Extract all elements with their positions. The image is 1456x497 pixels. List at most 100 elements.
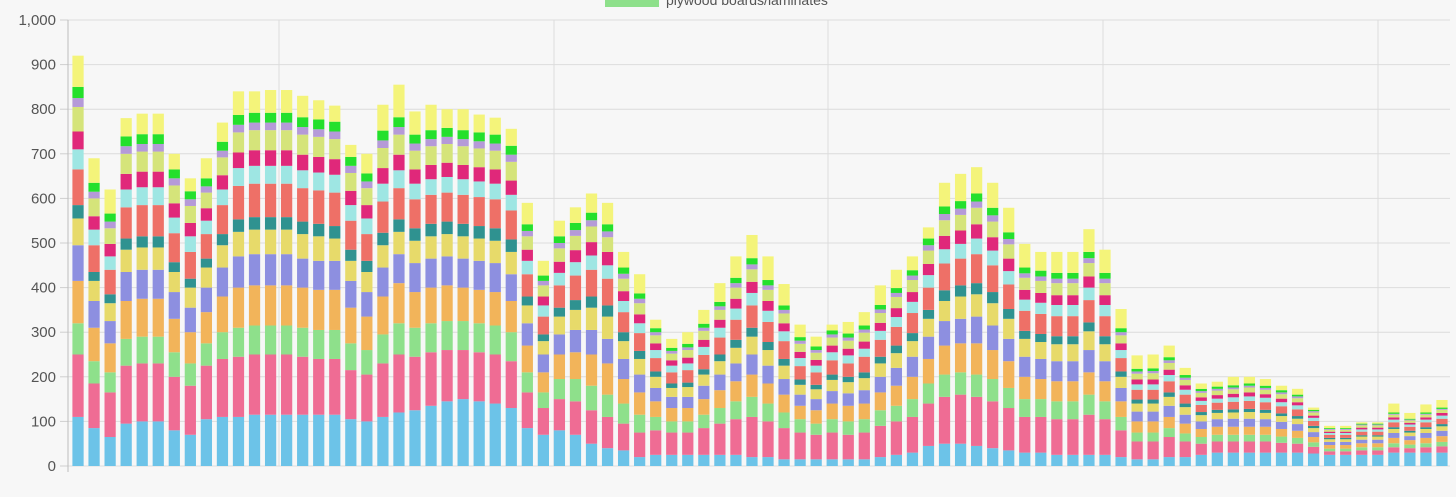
bar-stack[interactable] xyxy=(553,220,566,466)
bar-stack[interactable] xyxy=(1243,376,1256,466)
bar-stack[interactable] xyxy=(987,182,999,466)
bar-segment xyxy=(393,231,405,255)
bar-stack[interactable] xyxy=(1420,404,1432,466)
bar-stack[interactable] xyxy=(393,84,405,466)
bar-stack[interactable] xyxy=(441,109,453,466)
bar-segment xyxy=(1275,402,1288,407)
bar-stack[interactable] xyxy=(1051,251,1063,466)
bar-segment xyxy=(1259,441,1272,453)
bar-stack[interactable] xyxy=(1372,422,1384,466)
bar-stack[interactable] xyxy=(216,122,229,466)
bar-stack[interactable] xyxy=(1131,355,1143,466)
bar-stack[interactable] xyxy=(264,90,277,466)
bar-segment xyxy=(216,157,229,176)
bar-stack[interactable] xyxy=(1083,229,1095,466)
bar-stack[interactable] xyxy=(473,114,485,466)
bar-stack[interactable] xyxy=(120,118,132,466)
bar-stack[interactable] xyxy=(1324,425,1336,466)
bar-segment xyxy=(874,330,886,340)
bar-stack[interactable] xyxy=(617,251,630,466)
bar-stack[interactable] xyxy=(810,336,822,466)
bar-stack[interactable] xyxy=(457,109,469,466)
bar-stack[interactable] xyxy=(152,113,164,466)
bar-stack[interactable] xyxy=(971,167,983,466)
bar-stack[interactable] xyxy=(762,256,774,466)
bar-stack[interactable] xyxy=(232,91,245,466)
bar-stack[interactable] xyxy=(890,269,903,466)
bar-stack[interactable] xyxy=(1163,345,1175,466)
bar-stack[interactable] xyxy=(1147,354,1159,467)
bar-stack[interactable] xyxy=(858,312,870,466)
bar-stack[interactable] xyxy=(794,324,806,466)
bar-segment xyxy=(810,365,822,373)
bar-stack[interactable] xyxy=(1099,249,1111,466)
legend[interactable]: plywood boards/laminates xyxy=(605,0,828,8)
bar-stack[interactable] xyxy=(682,332,694,466)
bar-stack[interactable] xyxy=(1307,407,1320,466)
bar-stack[interactable] xyxy=(1067,251,1079,466)
bar-stack[interactable] xyxy=(650,319,662,466)
bar-stack[interactable] xyxy=(842,321,854,466)
bar-stack[interactable] xyxy=(537,260,549,466)
bar-stack[interactable] xyxy=(826,324,838,466)
bar-stack[interactable] xyxy=(874,285,886,466)
bar-stack[interactable] xyxy=(313,100,325,466)
bar-segment xyxy=(1436,409,1448,413)
bar-stack[interactable] xyxy=(1035,251,1047,466)
bar-stack[interactable] xyxy=(1388,403,1400,466)
bar-stack[interactable] xyxy=(922,227,935,466)
bar-stack[interactable] xyxy=(1436,399,1448,466)
bar-stack[interactable] xyxy=(778,284,790,466)
bar-segment xyxy=(794,351,806,359)
bar-segment xyxy=(1420,414,1432,418)
bar-stack[interactable] xyxy=(1259,379,1272,466)
bar-stack[interactable] xyxy=(938,182,951,466)
bar-stack[interactable] xyxy=(377,104,389,466)
bar-stack[interactable] xyxy=(88,158,100,466)
bar-stack[interactable] xyxy=(1179,367,1191,466)
bar-stack[interactable] xyxy=(601,202,614,466)
bar-stack[interactable] xyxy=(345,144,357,466)
bar-stack[interactable] xyxy=(1404,412,1416,466)
bar-stack[interactable] xyxy=(1291,388,1304,466)
bar-stack[interactable] xyxy=(409,111,421,466)
bar-stack[interactable] xyxy=(1003,207,1015,466)
bar-stack[interactable] xyxy=(136,113,148,466)
bar-stack[interactable] xyxy=(730,256,742,466)
bar-segment xyxy=(1372,443,1384,448)
bar-stack[interactable] xyxy=(505,128,517,466)
bar-stack[interactable] xyxy=(1019,243,1031,466)
bar-stack[interactable] xyxy=(281,90,293,466)
bar-stack[interactable] xyxy=(698,309,710,466)
bar-stack[interactable] xyxy=(1227,376,1239,466)
bar-stack[interactable] xyxy=(104,189,116,466)
bar-stack[interactable] xyxy=(666,338,678,466)
bar-stack[interactable] xyxy=(1195,383,1207,466)
bar-stack[interactable] xyxy=(489,117,501,466)
bar-stack[interactable] xyxy=(329,105,341,466)
bar-stack[interactable] xyxy=(1340,425,1352,466)
bar-stack[interactable] xyxy=(72,55,84,466)
bar-stack[interactable] xyxy=(906,256,919,466)
bar-stack[interactable] xyxy=(634,274,646,466)
bar-stack[interactable] xyxy=(297,95,309,466)
bar-stack[interactable] xyxy=(1356,422,1368,466)
bar-stack[interactable] xyxy=(746,234,758,466)
bar-stack[interactable] xyxy=(1115,309,1127,466)
bar-segment xyxy=(890,296,903,309)
bar-stack[interactable] xyxy=(569,207,582,466)
bar-stack[interactable] xyxy=(954,173,967,466)
bar-stack[interactable] xyxy=(200,158,213,466)
bar-stack[interactable] xyxy=(361,153,373,466)
bar-stack[interactable] xyxy=(714,283,726,466)
bar-stack[interactable] xyxy=(1211,381,1223,466)
bar-stack[interactable] xyxy=(425,104,437,466)
bar-stack[interactable] xyxy=(521,202,533,466)
bar-stack[interactable] xyxy=(168,153,180,466)
bar-stack[interactable] xyxy=(248,91,261,466)
bar-segment xyxy=(1340,441,1352,446)
bar-stack[interactable] xyxy=(585,193,598,466)
bar-stack[interactable] xyxy=(184,178,196,466)
bar-stack[interactable] xyxy=(1275,385,1288,466)
bar-segment xyxy=(1324,428,1336,429)
